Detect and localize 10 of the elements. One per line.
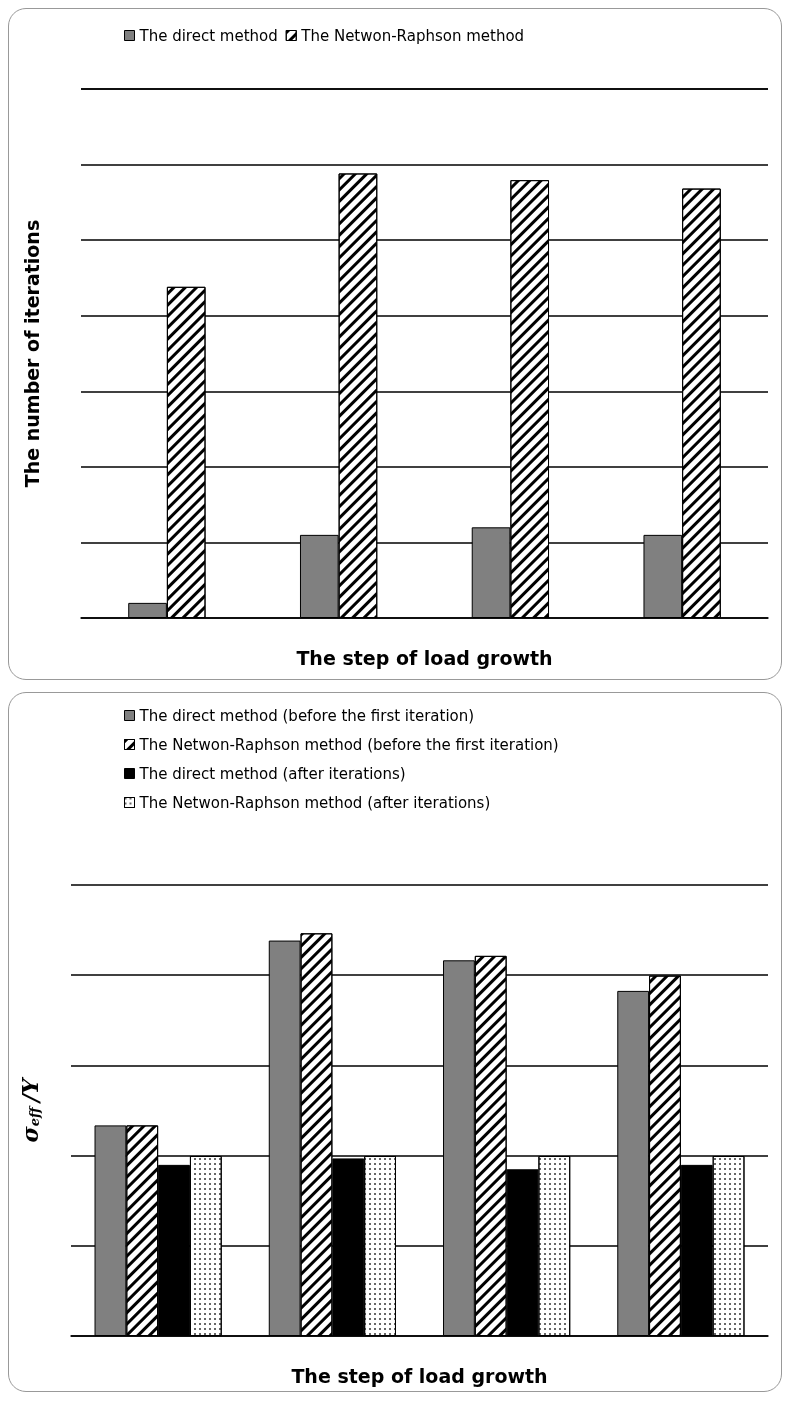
legend-label: The Netwon-Raphson method (before the first iteration): [138, 735, 559, 754]
x-axis-title: The step of load growth: [296, 646, 553, 669]
y-axis-title: σeff/Y: [17, 1076, 43, 1143]
legend-label: The direct method: [138, 26, 278, 45]
y-axis-title: The number of iterations: [20, 219, 43, 488]
x-axis-title: The step of load growth: [291, 1364, 548, 1387]
legend-label: The Netwon-Raphson method: [300, 26, 525, 45]
legend-label: The Netwon-Raphson method (after iterations): [138, 793, 491, 812]
legend-label: The direct method (before the first iteration): [138, 706, 475, 725]
legend-label: The direct method (after iterations): [138, 764, 406, 783]
